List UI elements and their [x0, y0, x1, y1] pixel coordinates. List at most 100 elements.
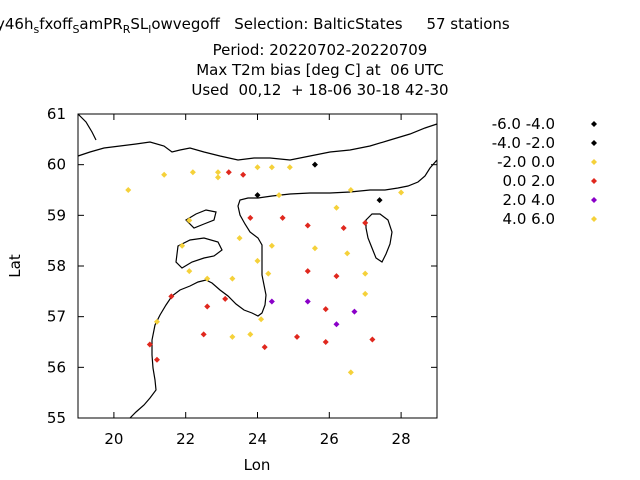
y-tick-label: 56 [47, 358, 66, 376]
data-point [347, 187, 354, 193]
legend-label: -6.0 -4.0 [492, 115, 555, 133]
data-point [200, 331, 207, 338]
legend-marker [591, 159, 597, 165]
legend-label: -4.0 -2.0 [492, 134, 555, 152]
data-point [293, 333, 300, 340]
legend-label: 4.0 6.0 [503, 210, 555, 228]
data-points [125, 161, 405, 376]
data-point [179, 242, 186, 249]
title-sub: R [122, 23, 131, 36]
data-point [376, 197, 383, 204]
data-point [333, 321, 340, 328]
legend-marker [591, 216, 597, 222]
data-point [268, 164, 275, 171]
x-tick-label: 26 [320, 430, 339, 448]
data-point [254, 164, 261, 171]
data-point [351, 308, 358, 315]
legend: -6.0 -4.0-4.0 -2.0-2.0 0.00.0 2.02.0 4.0… [492, 115, 597, 228]
data-point [225, 169, 232, 176]
plot-frame [77, 113, 438, 419]
data-point [247, 331, 254, 338]
title-part: fxoff [39, 15, 73, 33]
data-point [204, 303, 211, 310]
chart-title-line-1: y46hsfxoffSamPRRSLlowvegoff Selection: B… [0, 14, 636, 40]
title-part: owvegoff Selection: BalticStates 57 stat… [151, 15, 510, 33]
x-tick-label: 24 [248, 430, 267, 448]
data-point [268, 242, 275, 249]
title-sub: S [72, 23, 80, 36]
title-part: SL [130, 15, 149, 33]
data-point [369, 336, 376, 343]
data-point [236, 235, 243, 242]
x-axis-label: Lon [244, 456, 271, 474]
data-point [125, 187, 132, 193]
legend-marker [591, 140, 597, 146]
data-point [229, 333, 236, 340]
data-point [265, 270, 272, 277]
y-tick-label: 59 [47, 206, 66, 224]
data-point [261, 344, 268, 351]
chart-title-block: y46hsfxoffSamPRRSLlowvegoff Selection: B… [0, 14, 640, 100]
data-point [168, 293, 175, 300]
data-point [304, 298, 311, 305]
data-point [333, 273, 340, 280]
data-point [362, 219, 369, 226]
y-axis-label: Lat [6, 254, 24, 278]
data-point [398, 189, 405, 196]
title-part: amPR [79, 15, 123, 33]
coastline-map [77, 113, 438, 419]
data-point [229, 275, 236, 282]
data-point [222, 295, 229, 302]
data-point [258, 316, 265, 323]
data-point [340, 225, 347, 231]
y-tick-label: 55 [47, 409, 66, 427]
data-point [311, 161, 318, 168]
coastline-finland [77, 123, 438, 161]
data-point [204, 275, 211, 282]
legend-marker [591, 197, 597, 203]
y-tick-label: 58 [47, 257, 66, 275]
data-point [161, 171, 168, 178]
data-point [153, 356, 160, 363]
x-tick-label: 22 [176, 430, 195, 448]
legend-label: -2.0 0.0 [497, 153, 555, 171]
coastline-mainland [129, 159, 438, 419]
data-point [286, 164, 293, 171]
legend-label: 2.0 4.0 [503, 191, 555, 209]
data-point [279, 214, 286, 221]
data-point [215, 174, 222, 181]
data-point [240, 171, 247, 178]
x-tick-label: 20 [104, 430, 123, 448]
chart-subtitle: Max T2m bias [deg C] at 06 UTC [196, 61, 444, 79]
island-saaremaa [175, 237, 223, 269]
data-point [362, 290, 369, 297]
data-point [322, 306, 329, 313]
data-point [189, 169, 196, 176]
legend-marker [591, 121, 597, 127]
legend-marker [591, 178, 597, 184]
data-point [347, 369, 354, 376]
data-point [304, 222, 311, 229]
data-point [304, 268, 311, 275]
y-tick-label: 57 [47, 308, 66, 326]
data-point [311, 245, 318, 252]
data-point [362, 270, 369, 277]
title-part: y46h [0, 15, 34, 33]
title-sub: s [33, 23, 40, 36]
data-point [146, 341, 153, 348]
coastline-sweden [77, 113, 97, 141]
island-hiiumaa [185, 209, 217, 229]
data-point [186, 268, 193, 275]
data-point [333, 204, 340, 211]
data-point [186, 217, 193, 224]
axis-ticks: 20 22 24 26 28 55 56 57 58 59 60 61 [47, 105, 437, 448]
lake-peipus [365, 213, 393, 263]
data-point [247, 214, 254, 221]
legend-label: 0.0 2.0 [503, 172, 555, 190]
data-point [254, 192, 261, 199]
y-tick-label: 61 [47, 105, 66, 123]
data-point [276, 192, 283, 199]
x-tick-label: 28 [392, 430, 411, 448]
data-point [153, 318, 160, 325]
